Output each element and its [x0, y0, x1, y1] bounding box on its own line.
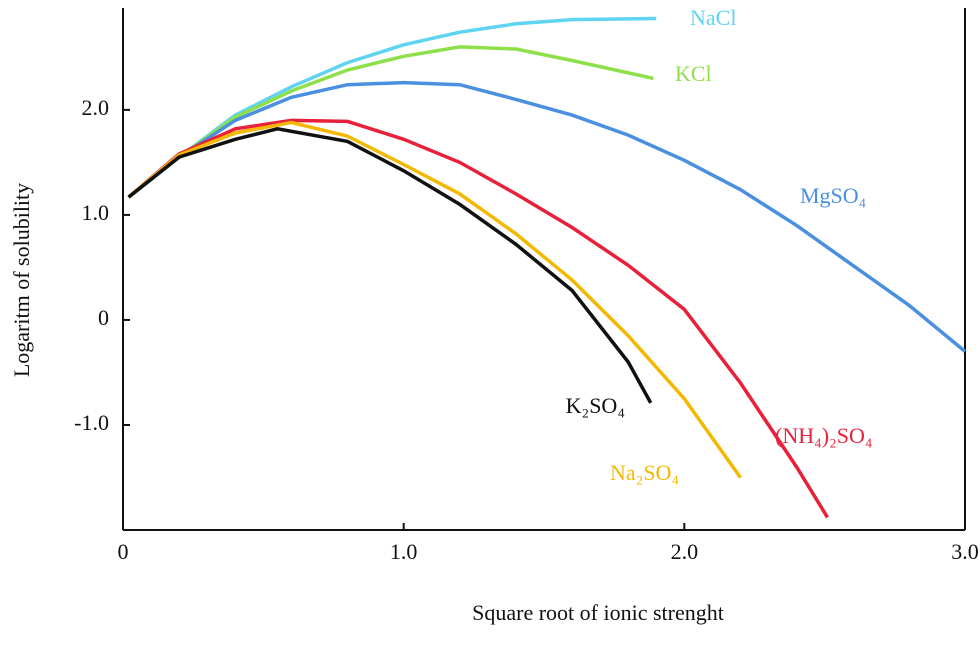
series-label: K₂SO₄: [566, 393, 625, 418]
series-label: Na₂SO₄: [610, 460, 679, 485]
y-tick-label: 2.0: [82, 95, 110, 120]
x-tick-label: 2.0: [671, 539, 699, 564]
series-label: KCl: [675, 61, 712, 86]
series-line: [127, 118, 829, 519]
series-line: [127, 45, 654, 199]
series-label: (NH₄)₂SO₄: [775, 423, 873, 448]
series-line: [127, 120, 742, 479]
y-tick-label: 1.0: [82, 200, 110, 225]
y-axis-title: Logaritm of solubility: [9, 183, 34, 377]
x-tick-label: 0: [118, 539, 129, 564]
series-label: NaCl: [690, 5, 736, 30]
y-tick-label: -1.0: [74, 410, 109, 435]
series-line: [127, 127, 653, 404]
x-axis-title: Square root of ionic strenght: [472, 600, 724, 625]
series-line: [127, 80, 967, 353]
series-label: MgSO₄: [800, 183, 866, 208]
series-line: [127, 16, 657, 199]
x-tick-label: 3.0: [951, 539, 979, 564]
y-tick-label: 0: [98, 305, 109, 330]
x-tick-label: 1.0: [390, 539, 418, 564]
